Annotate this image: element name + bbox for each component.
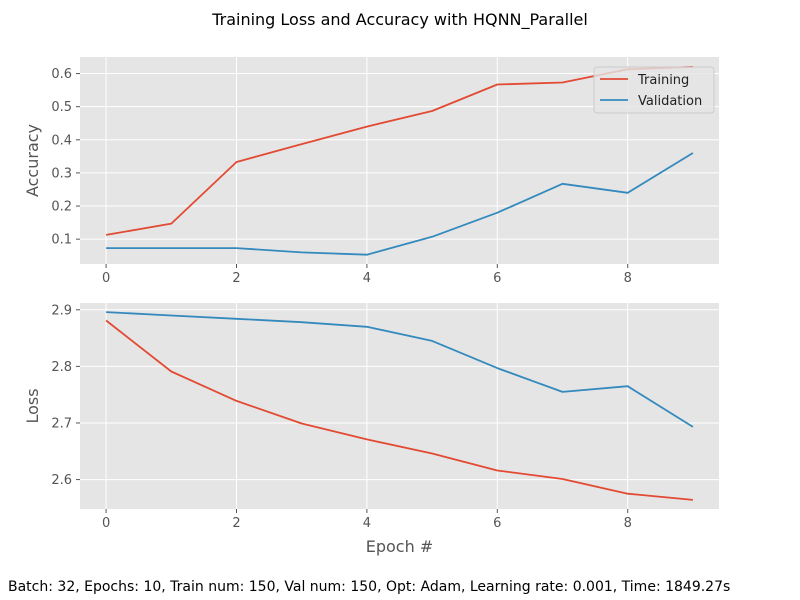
chart-panel-2: 0 2 4 6 8 2.6 2.7 2.8 2.9 Loss Epoch # <box>23 303 719 556</box>
x-tick-label: 6 <box>493 516 501 531</box>
x-axis-label: Epoch # <box>366 537 433 556</box>
series-line-training <box>105 319 693 501</box>
plot-area <box>80 303 719 509</box>
y-axis-label: Loss <box>23 388 42 423</box>
y-axis-label: Accuracy <box>23 124 42 197</box>
x-tick-label: 4 <box>363 516 371 531</box>
x-tick-label: 0 <box>102 271 110 286</box>
figure-title: Training Loss and Accuracy with HQNN_Par… <box>212 10 588 29</box>
y-tick-label: 0.2 <box>51 200 72 215</box>
series-line-validation <box>106 311 694 428</box>
x-tick-label: 6 <box>493 271 501 286</box>
y-tick-label: 2.6 <box>51 473 72 488</box>
run-caption: Batch: 32, Epochs: 10, Train num: 150, V… <box>8 579 731 595</box>
x-tick-label: 4 <box>363 271 371 286</box>
chart-panel-1: 0 2 4 6 8 0.1 0.2 0.3 0.4 0.5 0.6 Accuracy Training V… <box>23 57 719 286</box>
y-tick-label: 0.5 <box>51 100 72 115</box>
x-tick-label: 8 <box>624 271 632 286</box>
x-tick-label: 8 <box>624 516 632 531</box>
legend-label-training: Training <box>637 73 689 88</box>
series-line-validation <box>106 152 694 256</box>
y-tick-label: 0.1 <box>51 233 72 248</box>
y-tick-label: 2.8 <box>51 360 72 375</box>
y-tick-label: 0.4 <box>51 133 72 148</box>
legend-label-validation: Validation <box>638 94 702 109</box>
y-tick-label: 2.9 <box>51 303 72 318</box>
y-tick-label: 0.6 <box>51 67 72 82</box>
legend: Training Validation <box>593 66 715 114</box>
x-tick-label: 0 <box>102 516 110 531</box>
y-tick-label: 2.7 <box>51 416 72 431</box>
x-tick-label: 2 <box>232 271 240 286</box>
y-tick-label: 0.3 <box>51 166 72 181</box>
x-tick-label: 2 <box>232 516 240 531</box>
